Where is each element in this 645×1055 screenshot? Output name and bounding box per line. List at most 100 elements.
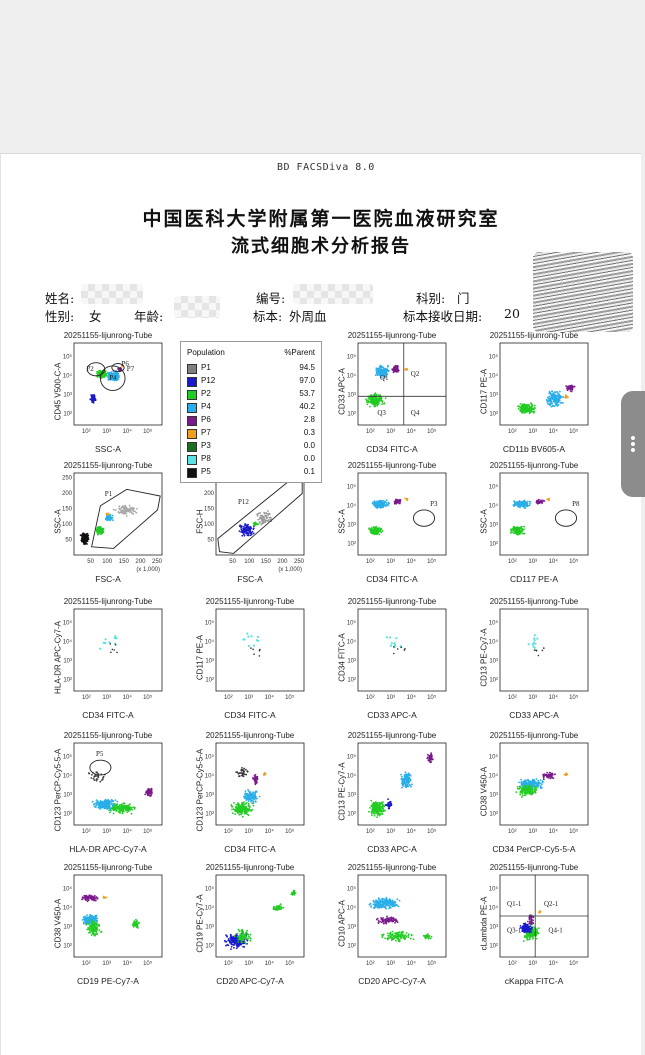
event-dot xyxy=(551,396,553,398)
event-dot xyxy=(366,400,368,402)
x-tick-label: 150 xyxy=(261,559,272,565)
event-dot xyxy=(524,505,526,507)
x-tick-label: 10³ xyxy=(386,829,395,835)
event-dot xyxy=(406,775,408,777)
event-dot xyxy=(246,532,248,534)
event-dot xyxy=(131,509,133,511)
event-dot xyxy=(91,928,93,930)
event-dot xyxy=(529,792,531,794)
event-dot xyxy=(381,403,383,405)
y-tick-label: 10² xyxy=(347,812,356,818)
event-dot xyxy=(93,900,95,902)
x-tick-label: 200 xyxy=(135,559,146,565)
x-tick-label: 150 xyxy=(119,559,130,565)
event-dot xyxy=(376,802,378,804)
event-dot xyxy=(518,408,520,410)
event-dot xyxy=(540,779,542,781)
event-dot xyxy=(522,502,524,504)
event-dot xyxy=(372,809,374,811)
event-dot xyxy=(386,636,388,638)
event-dot xyxy=(89,930,91,932)
x-tick-label: 10³ xyxy=(386,429,395,435)
event-dot xyxy=(516,503,518,505)
event-dot xyxy=(88,919,90,921)
event-dot xyxy=(548,499,550,501)
event-dot xyxy=(244,535,246,537)
event-dot xyxy=(126,807,128,809)
event-dot xyxy=(93,934,95,936)
event-dot xyxy=(519,532,521,534)
x-tick-label: 50 xyxy=(229,559,236,565)
software-version: BD FACSDiva 8.0 xyxy=(277,162,375,173)
event-dot xyxy=(529,503,531,505)
event-dot xyxy=(518,782,520,784)
x-axis-label: CD34 FITC-A xyxy=(332,574,452,584)
y-tick-label: 10² xyxy=(489,678,498,684)
gate-label: Q4 xyxy=(411,409,420,417)
event-dot xyxy=(522,505,524,507)
event-dot xyxy=(374,503,376,505)
event-dot xyxy=(524,783,526,785)
event-dot xyxy=(97,776,99,778)
event-dot xyxy=(109,812,111,814)
event-dot xyxy=(393,646,395,648)
event-dot xyxy=(373,400,375,402)
event-dot xyxy=(243,768,245,770)
plot-frame xyxy=(216,473,304,555)
plot-title: 20251155-lijunrong-Tube xyxy=(474,461,594,470)
y-tick-label: 10² xyxy=(205,944,214,950)
event-dot xyxy=(531,404,533,406)
event-dot xyxy=(404,649,406,651)
event-dot xyxy=(255,523,257,525)
event-dot xyxy=(85,896,87,898)
event-dot xyxy=(387,798,389,800)
plot-frame xyxy=(358,343,446,425)
event-dot xyxy=(523,526,525,528)
event-dot xyxy=(536,650,538,652)
plot-title: 20251155-lijunrong-Tube xyxy=(474,597,594,606)
event-dot xyxy=(514,504,516,506)
event-dot xyxy=(100,931,102,933)
event-dot xyxy=(106,807,108,809)
y-tick-label: 10² xyxy=(347,542,356,548)
event-dot xyxy=(135,919,137,921)
event-dot xyxy=(247,771,249,773)
x-tick-label: 50 xyxy=(87,559,94,565)
event-dot xyxy=(405,785,407,787)
x-tick-label: 10² xyxy=(224,829,233,835)
x-tick-label: 10³ xyxy=(102,961,111,967)
event-dot xyxy=(87,921,89,923)
event-dot xyxy=(243,807,245,809)
plot-frame xyxy=(358,609,446,691)
event-dot xyxy=(375,813,377,815)
event-dot xyxy=(242,805,244,807)
y-tick-label: 10³ xyxy=(63,658,72,664)
event-dot xyxy=(94,779,96,781)
event-dot xyxy=(104,806,106,808)
x-tick-label: 10² xyxy=(508,695,517,701)
plot-title: 20251155-lijunrong-Tube xyxy=(332,331,452,340)
event-dot xyxy=(549,403,551,405)
x-tick-label: 10⁵ xyxy=(143,694,153,701)
event-dot xyxy=(375,526,377,528)
event-dot xyxy=(241,535,243,537)
event-dot xyxy=(248,803,250,805)
event-dot xyxy=(401,787,403,789)
event-dot xyxy=(367,398,369,400)
event-dot xyxy=(245,806,247,808)
y-tick-label: 10⁵ xyxy=(347,353,357,360)
event-dot xyxy=(383,806,385,808)
viewer-top-bar xyxy=(0,0,645,152)
event-dot xyxy=(374,804,376,806)
event-dot xyxy=(382,371,384,373)
event-dot xyxy=(529,501,531,503)
sex-label: 性别: xyxy=(45,306,74,325)
event-dot xyxy=(376,394,378,396)
